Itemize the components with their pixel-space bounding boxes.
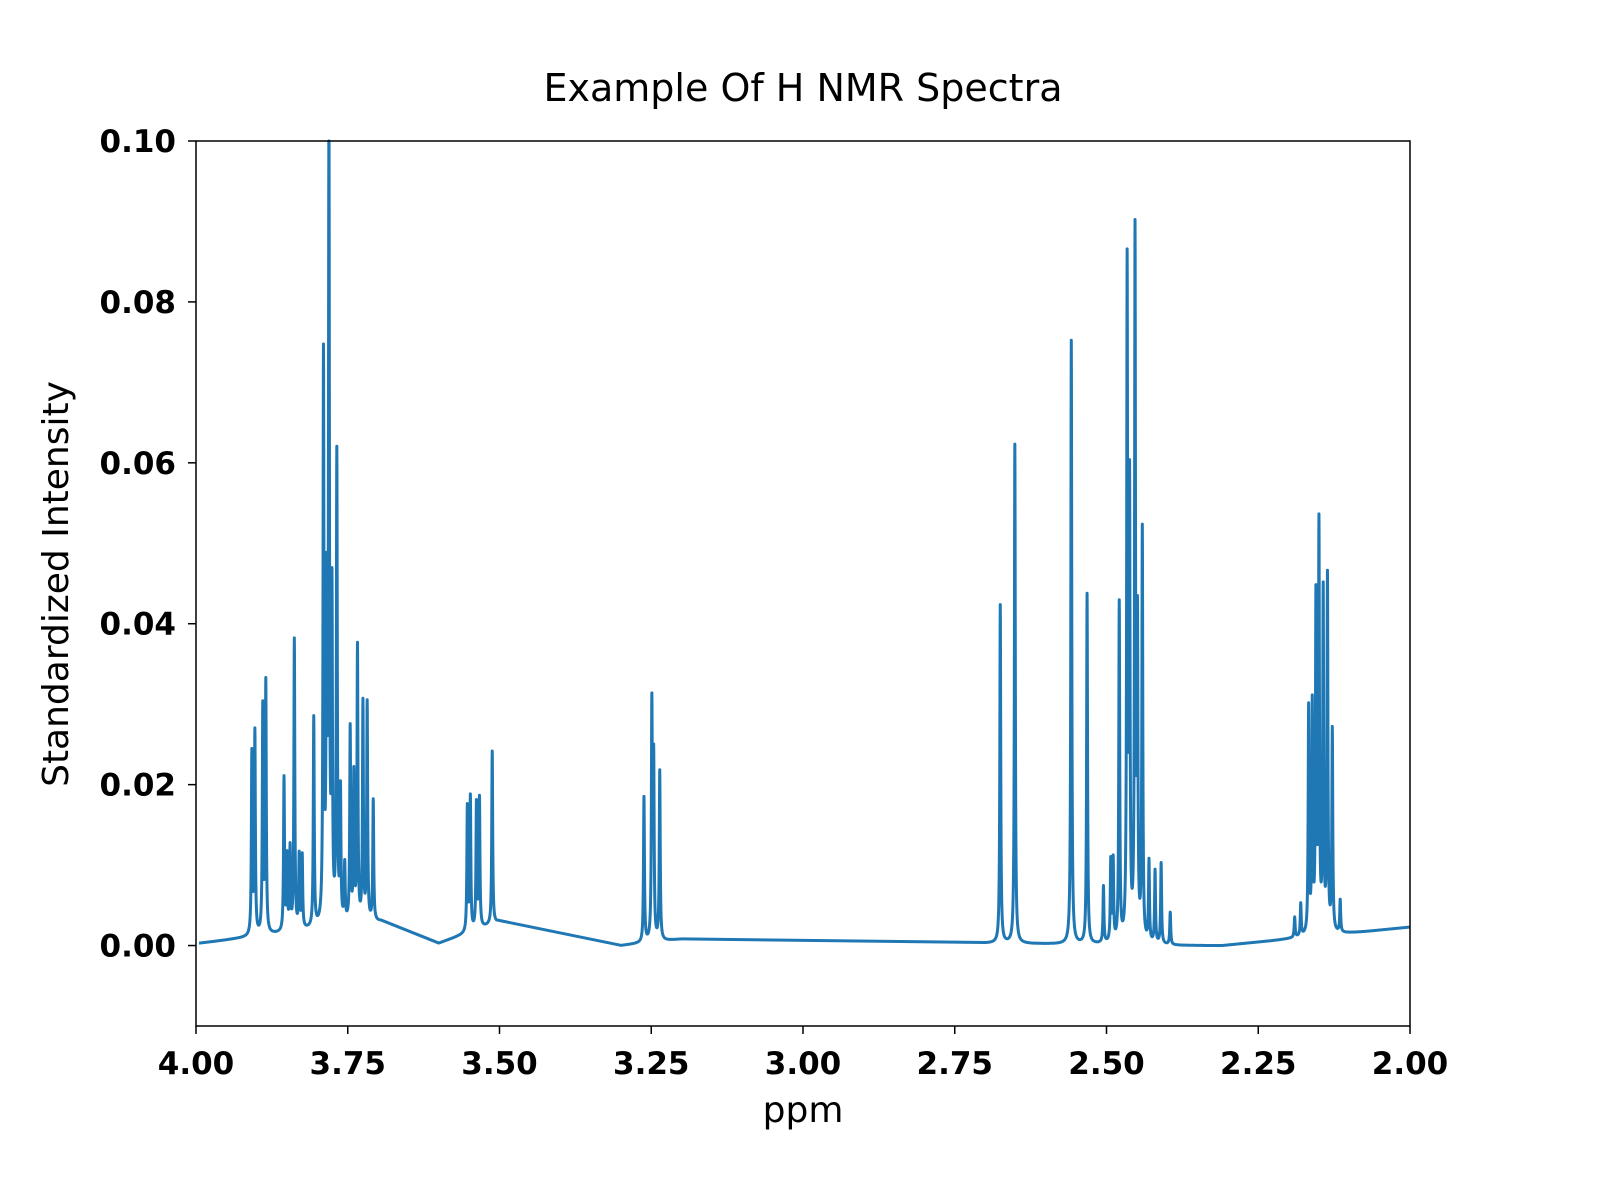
x-axis-ticks: 4.00 3.75 3.50 3.25 3.00 2.75 2.50 2.25 2.00	[158, 1026, 1449, 1082]
chart-title: Example Of H NMR Spectra	[544, 66, 1063, 110]
x-tick-label: 2.25	[1220, 1046, 1297, 1082]
plot-frame	[195, 140, 1411, 1027]
x-tick-label: 2.00	[1372, 1046, 1449, 1082]
x-tick-label: 3.25	[613, 1046, 690, 1082]
y-tick-label: 0.04	[100, 607, 177, 643]
plot-area	[197, 139, 1410, 948]
x-tick-label: 3.00	[765, 1046, 842, 1082]
y-tick-label: 0.08	[100, 285, 177, 321]
y-tick-label: 0.00	[100, 929, 177, 965]
x-tick-label: 2.50	[1068, 1046, 1145, 1082]
y-tick-label: 0.02	[100, 768, 177, 804]
y-axis-ticks: 0.00 0.02 0.04 0.06 0.08 0.10	[100, 124, 196, 965]
x-tick-label: 4.00	[158, 1046, 235, 1082]
x-tick-label: 3.50	[461, 1046, 538, 1082]
y-axis-label: Standardized Intensity	[36, 381, 77, 787]
x-tick-label: 2.75	[917, 1046, 994, 1082]
y-tick-label: 0.06	[100, 446, 177, 482]
y-tick-label: 0.10	[100, 124, 177, 160]
x-tick-label: 3.75	[310, 1046, 387, 1082]
spectrum-line	[197, 139, 1410, 948]
x-axis-label: ppm	[763, 1090, 844, 1131]
